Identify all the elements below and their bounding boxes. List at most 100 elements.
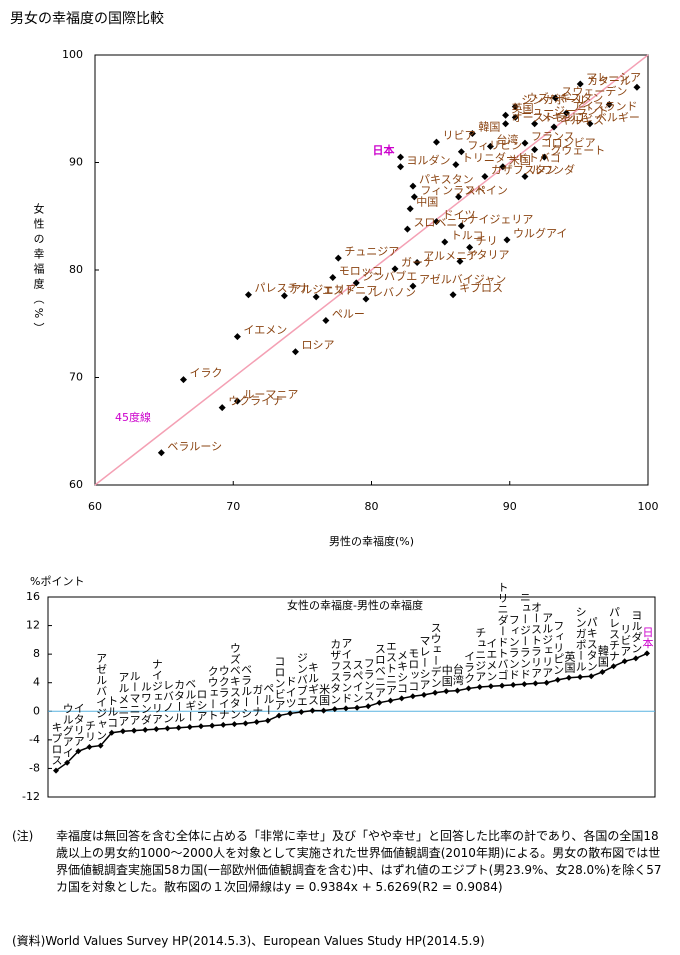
point: [511, 113, 519, 121]
point-label: フィリピン: [467, 139, 522, 152]
page-title: 男女の幸福度の国際比較: [10, 11, 164, 27]
point: [550, 123, 558, 131]
category-label: 日本: [641, 626, 654, 649]
point: [532, 680, 539, 687]
category-label: シンガポール: [574, 606, 587, 672]
category-label: キルギス: [306, 662, 319, 706]
point-label: 米国: [509, 154, 531, 167]
point-label: 日本: [373, 143, 395, 157]
point-label: メキシコ: [541, 111, 585, 124]
x-tick-label: 90: [503, 500, 517, 513]
charts: 60 70 80 90 10060708090100男性の幸福度(%)女性の幸福度（%）…: [22, 48, 658, 803]
point: [468, 129, 476, 137]
point: [503, 236, 511, 244]
point-label: パキスタン: [419, 173, 474, 186]
point: [352, 279, 360, 287]
point-label: 台湾: [496, 132, 518, 146]
y-tick-label: 90: [69, 156, 83, 169]
point: [409, 693, 416, 700]
point: [466, 243, 474, 251]
category-label: ルワンダ: [139, 681, 152, 725]
category-label: メキシコ: [396, 649, 409, 693]
category-label: アイスランド: [340, 637, 353, 703]
point: [398, 695, 405, 702]
point: [298, 709, 305, 715]
point: [322, 317, 330, 325]
point: [633, 83, 641, 91]
point-label: フランス: [531, 130, 575, 143]
category-label: 台湾: [451, 662, 464, 686]
point: [511, 103, 519, 111]
point-label: エストニア: [322, 284, 377, 297]
source: (資料)World Values Survey HP(2014.5.3)、Eur…: [12, 934, 485, 948]
point: [287, 710, 294, 717]
point: [86, 744, 93, 750]
category-label: 韓国: [596, 645, 609, 668]
point: [409, 182, 417, 190]
point: [387, 697, 394, 704]
y-tick-label: 70: [69, 371, 83, 384]
point: [588, 673, 595, 680]
point: [264, 717, 271, 724]
point: [487, 683, 494, 690]
point: [510, 681, 517, 688]
point: [521, 681, 528, 688]
point: [476, 684, 483, 690]
point: [610, 663, 617, 670]
point-label: 韓国: [478, 120, 500, 133]
point-label: レバノン: [372, 286, 416, 299]
point: [456, 257, 464, 265]
category-label: フランス: [362, 657, 375, 701]
point: [131, 727, 138, 734]
point: [391, 265, 399, 273]
point-label: チリ: [476, 234, 498, 247]
category-label: ペルー: [262, 683, 275, 716]
point: [354, 704, 361, 711]
point: [502, 111, 510, 119]
point-label: フィンランド: [420, 184, 486, 197]
point-label: オーストラリア: [512, 111, 588, 124]
category-label: オーストラリア: [529, 601, 542, 678]
category-label: ウルグアイ: [61, 702, 74, 757]
point-label: ジンバブエ: [362, 269, 417, 283]
point: [576, 80, 584, 88]
point: [376, 699, 383, 706]
x-axis-label: 男性の幸福度(%): [329, 534, 414, 548]
point-label: ベラルーシ: [167, 440, 222, 453]
category-label: ナイジェリア: [150, 658, 163, 724]
point: [75, 748, 82, 755]
y-tick-label: -4: [29, 733, 40, 746]
point: [521, 139, 529, 147]
point: [334, 254, 342, 262]
category-label: アゼルバイジャン: [95, 653, 108, 741]
category-label: クウェート: [206, 665, 219, 720]
y-tick-label: -8: [29, 761, 40, 774]
category-label: マレーシア: [418, 635, 431, 690]
y-tick-label: 8: [33, 647, 40, 660]
point-label: ナイジェリア: [467, 213, 533, 226]
point-label: アルメニア: [423, 249, 478, 262]
x-tick-label: 70: [226, 500, 240, 513]
y-tick-label: 4: [33, 676, 40, 689]
category-label: ウクライナ: [217, 665, 230, 720]
point: [499, 682, 506, 689]
point: [186, 724, 193, 730]
x-tick-label: 60: [88, 500, 102, 513]
category-label: 英国: [563, 649, 576, 673]
point: [253, 719, 260, 725]
point: [454, 687, 461, 694]
category-label: リビア: [619, 623, 632, 656]
point-label: カタール: [587, 74, 631, 87]
point: [543, 679, 550, 686]
chart-title: 女性の幸福度-男性の幸福度: [287, 598, 423, 612]
point: [432, 218, 440, 226]
point-label: ニュージーランド: [521, 104, 609, 117]
point: [562, 109, 570, 117]
category-label: 米国: [318, 683, 331, 706]
category-label: イラク: [463, 650, 476, 683]
point: [455, 193, 463, 201]
point: [119, 728, 126, 735]
point-label: ベルギー: [596, 111, 640, 124]
point: [452, 161, 460, 169]
